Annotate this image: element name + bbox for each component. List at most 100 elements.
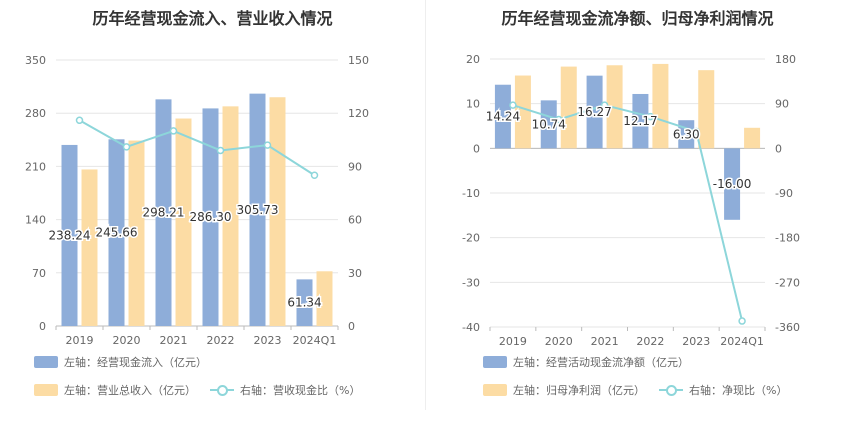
data-label: 61.34 bbox=[287, 296, 321, 310]
legend-swatch bbox=[483, 384, 507, 396]
bar-secondary bbox=[744, 127, 761, 149]
data-label: 6.30 bbox=[673, 127, 700, 141]
legend-label: 右轴：营收现金比（%） bbox=[240, 384, 361, 397]
x-tick-label: 2019 bbox=[66, 334, 94, 347]
y-tick-label-left: 20 bbox=[466, 53, 480, 66]
y-tick-label-left: 140 bbox=[25, 214, 46, 227]
y-tick-label-right: -90 bbox=[775, 187, 793, 200]
x-tick-label: 2022 bbox=[207, 334, 235, 347]
x-tick-label: 2020 bbox=[113, 334, 141, 347]
y-tick-label-left: 10 bbox=[466, 98, 480, 111]
legend-swatch bbox=[34, 356, 58, 368]
legend-item[interactable]: 左轴：经营现金流入（亿元） bbox=[34, 354, 207, 370]
y-tick-label-left: -30 bbox=[462, 276, 480, 289]
y-tick-label-right: 90 bbox=[775, 98, 789, 111]
legend-row-1: 左轴：经营现金流入（亿元） bbox=[34, 354, 221, 370]
y-tick-label-left: 70 bbox=[32, 267, 46, 280]
bar-secondary bbox=[514, 75, 531, 149]
bar-primary bbox=[108, 139, 125, 326]
bar-secondary bbox=[175, 118, 192, 327]
line-point bbox=[310, 171, 319, 180]
bar-secondary bbox=[560, 66, 577, 149]
data-label: 12.17 bbox=[623, 114, 657, 128]
bar-secondary bbox=[222, 106, 239, 326]
legend-item[interactable]: 左轴：归母净利润（亿元） bbox=[483, 382, 645, 398]
y-tick-label-left: 280 bbox=[25, 107, 46, 120]
y-tick-label-right: -270 bbox=[775, 276, 800, 289]
x-tick-label: 2024Q1 bbox=[720, 335, 764, 348]
line-point bbox=[646, 112, 655, 121]
bar-primary bbox=[202, 108, 219, 326]
chart-panel-cash-inflow: 历年经营现金流入、营业收入情况 0 70 140 210 280 350 0 30 60 90 12… bbox=[25, 9, 374, 398]
x-tick-label: 2023 bbox=[682, 335, 710, 348]
bar-primary bbox=[586, 75, 603, 149]
legend-label: 左轴：经营活动现金流净额（亿元） bbox=[513, 356, 689, 369]
data-label: 10.74 bbox=[532, 117, 566, 131]
bar-secondary bbox=[652, 63, 669, 149]
y-tick-label-right: 0 bbox=[775, 142, 782, 155]
bar-primary bbox=[249, 93, 266, 326]
x-tick-label: 2021 bbox=[591, 335, 619, 348]
data-label: -16.00 bbox=[713, 177, 752, 191]
legend-item[interactable]: 左轴：经营活动现金流净额（亿元） bbox=[483, 354, 689, 370]
y-tick-label-left: 210 bbox=[25, 160, 46, 173]
bar-primary bbox=[632, 93, 649, 149]
line-point bbox=[509, 101, 517, 109]
bar-primary bbox=[494, 84, 511, 149]
bar-primary bbox=[724, 148, 741, 220]
legend-label: 左轴：经营现金流入（亿元） bbox=[64, 356, 207, 369]
chart-plot: -40 -30 -20 -10 0 10 20 -360 -270 -180 -90 0 90 180 20… bbox=[462, 53, 800, 348]
y-tick-label-left: -10 bbox=[462, 187, 480, 200]
ratio-line bbox=[79, 119, 316, 177]
y-tick-label-left: -20 bbox=[462, 232, 480, 245]
line-point bbox=[738, 317, 746, 325]
chart-title: 历年经营现金流净额、归母净利润情况 bbox=[501, 9, 774, 28]
legend-item[interactable]: 右轴：营收现金比（%） bbox=[210, 382, 360, 398]
data-label: 305.73 bbox=[237, 203, 279, 217]
ratio-line bbox=[512, 104, 744, 322]
legend-item[interactable]: 右轴：净现比（%） bbox=[659, 382, 787, 398]
line-point bbox=[169, 127, 178, 135]
chart-panel-net-cash: 历年经营现金流净额、归母净利润情况 -40 -30 -20 -10 0 10 20 -360-… bbox=[425, 0, 850, 437]
legend-label: 右轴：净现比（%） bbox=[689, 384, 788, 397]
x-tick-label: 2019 bbox=[499, 335, 527, 348]
x-tick-label: 2020 bbox=[545, 335, 573, 348]
line-point bbox=[555, 115, 563, 124]
legend-row-2: 左轴：归母净利润（亿元） 右轴：净现比（%） bbox=[483, 382, 801, 398]
y-tick-label-left: 0 bbox=[473, 142, 480, 155]
y-tick-label-right: 150 bbox=[348, 54, 369, 67]
line-point bbox=[75, 116, 84, 125]
x-tick-label: 2022 bbox=[636, 335, 664, 348]
legend-swatch bbox=[210, 384, 234, 396]
data-label: 14.24 bbox=[486, 110, 520, 124]
line-point bbox=[216, 146, 225, 155]
legend-row-1: 左轴：经营活动现金流净额（亿元） bbox=[483, 354, 703, 370]
bar-primary bbox=[296, 279, 313, 326]
y-tick-label-left: -40 bbox=[462, 321, 480, 334]
chart-title: 历年经营现金流入、营业收入情况 bbox=[92, 9, 333, 28]
legend-swatch bbox=[659, 384, 683, 396]
panel-divider bbox=[425, 0, 426, 410]
y-tick-label-right: 120 bbox=[348, 107, 369, 120]
legend-item[interactable]: 左轴：营业总收入（亿元） bbox=[34, 382, 196, 398]
bar-primary bbox=[540, 100, 557, 149]
data-label: 298.21 bbox=[143, 206, 185, 220]
y-tick-label-right: 180 bbox=[775, 53, 796, 66]
line-point bbox=[263, 141, 272, 149]
x-tick-label: 2024Q1 bbox=[293, 334, 337, 347]
data-label: 286.30 bbox=[190, 210, 232, 224]
y-tick-label-right: 30 bbox=[348, 267, 362, 280]
y-tick-label-left: 350 bbox=[25, 54, 46, 67]
y-tick-label-right: 0 bbox=[348, 320, 355, 333]
y-tick-label-right: -360 bbox=[775, 321, 800, 334]
bar-primary bbox=[155, 99, 172, 326]
legend-row-2: 左轴：营业总收入（亿元） 右轴：营收现金比（%） bbox=[34, 382, 374, 398]
data-label: 238.24 bbox=[49, 228, 91, 242]
line-point bbox=[122, 143, 131, 151]
data-label: 245.66 bbox=[96, 226, 138, 240]
y-tick-label-right: -180 bbox=[775, 232, 800, 245]
bar-secondary bbox=[316, 271, 333, 326]
legend-swatch bbox=[483, 356, 507, 368]
legend-label: 左轴：归母净利润（亿元） bbox=[513, 384, 645, 397]
bar-secondary bbox=[698, 70, 715, 149]
